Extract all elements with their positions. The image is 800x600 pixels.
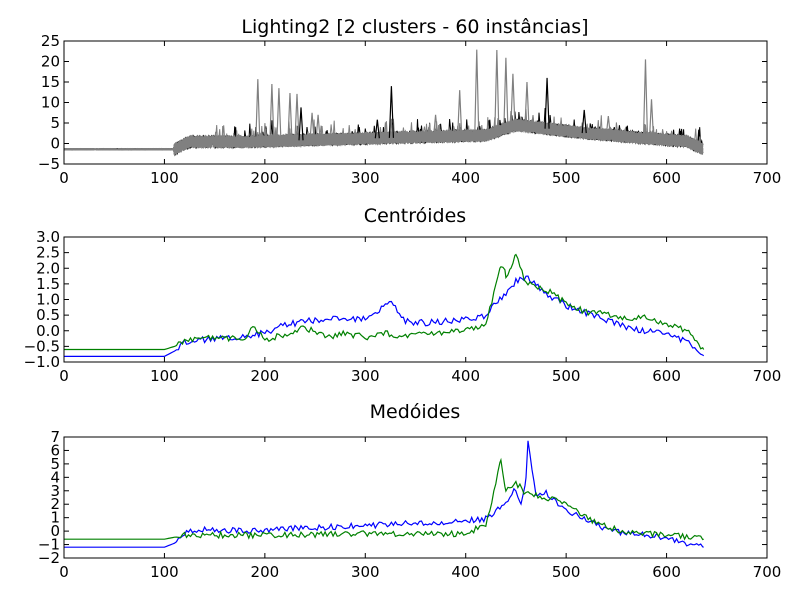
x-tick-label: 100 <box>150 169 179 187</box>
y-tick-label: −1.0 <box>24 353 60 371</box>
y-tick-label: 0 <box>50 522 60 540</box>
x-tick-label: 0 <box>59 563 69 581</box>
panel-title: Medóides <box>370 401 461 423</box>
x-tick-label: 0 <box>59 367 69 385</box>
y-tick-label: 0 <box>50 135 60 153</box>
y-tick-label: 5 <box>50 455 60 473</box>
x-tick-label: 400 <box>451 367 480 385</box>
y-tick-label: 0.0 <box>36 322 60 340</box>
series-line-59 <box>64 118 704 156</box>
spike-1 <box>269 84 275 142</box>
panel-title: Lighting2 [2 clusters - 60 instâncias] <box>241 16 588 38</box>
y-tick-label: 25 <box>41 32 60 50</box>
x-tick-label: 500 <box>552 563 581 581</box>
y-tick-label: 1 <box>50 509 60 527</box>
x-tick-label: 600 <box>652 367 681 385</box>
spike-9 <box>374 119 380 139</box>
y-tick-label: 3 <box>50 482 60 500</box>
x-tick-label: 700 <box>753 563 782 581</box>
x-tick-label: 200 <box>251 169 280 187</box>
y-tick-label: 3.0 <box>36 228 60 246</box>
x-tick-label: 700 <box>753 367 782 385</box>
x-tick-label: 700 <box>753 169 782 187</box>
x-tick-label: 300 <box>351 563 380 581</box>
x-tick-label: 300 <box>351 367 380 385</box>
axes-frame <box>63 436 768 559</box>
y-tick-label: −0.5 <box>24 337 60 355</box>
series-line-1 <box>64 253 705 351</box>
spike-0 <box>255 79 261 142</box>
y-tick-label: 10 <box>41 94 60 112</box>
x-tick-label: 100 <box>150 367 179 385</box>
spike-2 <box>276 88 282 141</box>
plot-area <box>64 49 704 157</box>
panel-title: Centróides <box>364 205 466 227</box>
y-tick-label: −2 <box>38 549 60 567</box>
y-tick-label: 20 <box>41 53 60 71</box>
spike-5 <box>309 112 315 141</box>
panel-centroides: Centróides 0 100 200 300 400 500 600 700 −1.0−0.… <box>24 205 782 385</box>
series-line-0 <box>64 275 705 357</box>
spike-16 <box>524 81 530 127</box>
panel-lighting2: Lighting2 [2 clusters - 60 instâncias] 0… <box>38 16 781 187</box>
y-tick-label: 2.0 <box>36 259 60 277</box>
x-tick-label: 600 <box>652 563 681 581</box>
x-tick-label: 300 <box>351 169 380 187</box>
spike-12 <box>474 49 480 136</box>
y-tick-label: −1 <box>38 536 60 554</box>
y-tick-label: 1.5 <box>36 275 60 293</box>
x-tick-label: 400 <box>451 169 480 187</box>
spike-14 <box>503 57 509 129</box>
y-tick-label: 1.0 <box>36 291 60 309</box>
plot-area <box>64 440 704 548</box>
y-tick-label: 15 <box>41 73 60 91</box>
spike-15 <box>510 73 516 127</box>
spike-21 <box>648 99 655 139</box>
y-tick-label: −5 <box>38 155 60 173</box>
plot-area <box>64 253 705 357</box>
spike-13 <box>494 50 500 132</box>
x-tick-label: 500 <box>552 169 581 187</box>
series-line-58 <box>64 118 704 154</box>
y-tick-label: 2.5 <box>36 244 60 262</box>
y-tick-label: 6 <box>50 441 60 459</box>
spike-20 <box>642 59 649 139</box>
spike-7 <box>298 107 304 141</box>
y-tick-label: 2 <box>50 495 60 513</box>
y-tick-label: 7 <box>50 428 60 446</box>
spike-11 <box>457 90 463 137</box>
x-tick-label: 400 <box>451 563 480 581</box>
spike-17 <box>544 77 550 129</box>
series-line-1 <box>64 457 704 541</box>
x-tick-label: 100 <box>150 563 179 581</box>
spike-10 <box>432 114 439 137</box>
x-tick-label: 200 <box>251 367 280 385</box>
x-tick-label: 200 <box>251 563 280 581</box>
y-tick-label: 5 <box>50 114 60 132</box>
series-line-0 <box>64 440 704 548</box>
spike-4 <box>294 93 300 141</box>
spike-6 <box>315 114 321 140</box>
x-tick-label: 600 <box>652 169 681 187</box>
spike-3 <box>287 93 293 141</box>
y-tick-label: 0.5 <box>36 306 60 324</box>
x-tick-label: 0 <box>59 169 69 187</box>
y-tick-label: 4 <box>50 468 60 486</box>
spike-19 <box>605 115 611 136</box>
panel-medoides: Medóides 0 100 200 300 400 500 600 700−2−101234… <box>38 401 781 581</box>
spike-18 <box>581 109 587 134</box>
x-tick-label: 500 <box>552 367 581 385</box>
spike-8 <box>388 86 395 138</box>
